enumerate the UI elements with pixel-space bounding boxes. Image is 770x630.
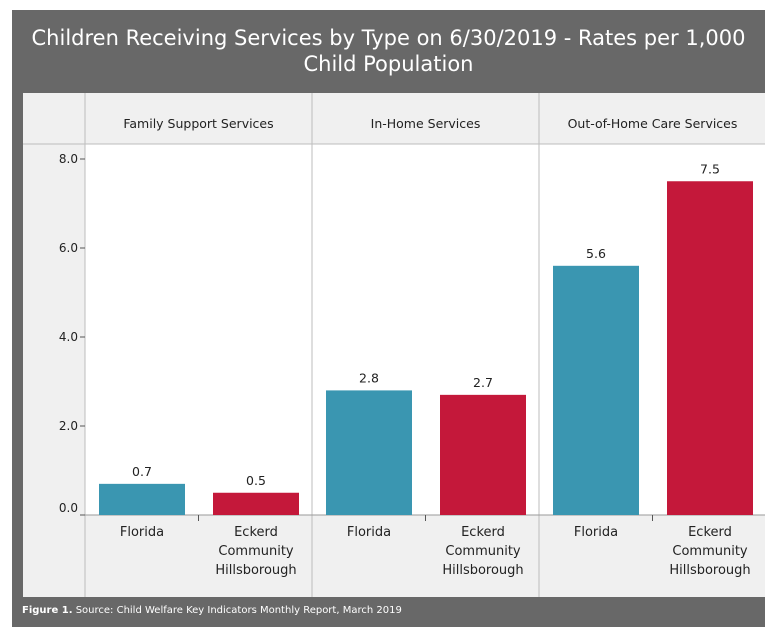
category-label: Eckerd bbox=[461, 525, 505, 540]
category-label: Eckerd bbox=[234, 525, 278, 540]
data-label: 0.7 bbox=[132, 464, 152, 479]
bar bbox=[326, 390, 412, 515]
category-label: Community bbox=[445, 544, 521, 559]
facet-header: Out-of-Home Care Services bbox=[568, 116, 738, 131]
data-label: 0.5 bbox=[246, 473, 266, 488]
facet-header: In-Home Services bbox=[371, 116, 481, 131]
bar bbox=[213, 492, 299, 515]
category-label: Hillsborough bbox=[215, 563, 296, 578]
y-tick-label: 2.0 bbox=[59, 419, 78, 433]
y-tick-label: 6.0 bbox=[59, 241, 78, 255]
plot-area: 0.0 2.0 4.0 6.0 8.0 Family Support Services 0.… bbox=[23, 93, 767, 597]
y-tick-label: 0.0 bbox=[59, 501, 78, 515]
chart-title: Children Receiving Services by Type on 6… bbox=[31, 25, 746, 76]
category-label: Florida bbox=[120, 525, 164, 540]
category-label: Florida bbox=[347, 525, 391, 540]
bar bbox=[99, 483, 185, 515]
bar bbox=[667, 181, 753, 515]
figure-label: Figure 1. bbox=[22, 605, 73, 616]
y-tick-label: 8.0 bbox=[59, 152, 78, 166]
y-tick-label: 4.0 bbox=[59, 330, 78, 344]
bar bbox=[440, 394, 526, 515]
category-label: Hillsborough bbox=[442, 563, 523, 578]
data-label: 2.7 bbox=[473, 375, 493, 390]
data-label: 5.6 bbox=[586, 246, 606, 261]
figure-caption: Figure 1. Source: Child Welfare Key Indi… bbox=[22, 598, 762, 624]
data-label: 7.5 bbox=[700, 161, 720, 176]
title-bar: Children Receiving Services by Type on 6… bbox=[12, 10, 765, 92]
category-label: Eckerd bbox=[688, 525, 732, 540]
category-label: Florida bbox=[574, 525, 618, 540]
bar-chart: 0.0 2.0 4.0 6.0 8.0 Family Support Services 0.… bbox=[23, 93, 767, 597]
category-label: Community bbox=[218, 544, 294, 559]
category-label: Community bbox=[672, 544, 748, 559]
source-text: Source: Child Welfare Key Indicators Mon… bbox=[75, 605, 402, 616]
data-label: 2.8 bbox=[359, 370, 379, 385]
data-panel-background bbox=[85, 144, 766, 515]
bar bbox=[553, 265, 639, 515]
category-label: Hillsborough bbox=[669, 563, 750, 578]
facet-header: Family Support Services bbox=[123, 116, 273, 131]
